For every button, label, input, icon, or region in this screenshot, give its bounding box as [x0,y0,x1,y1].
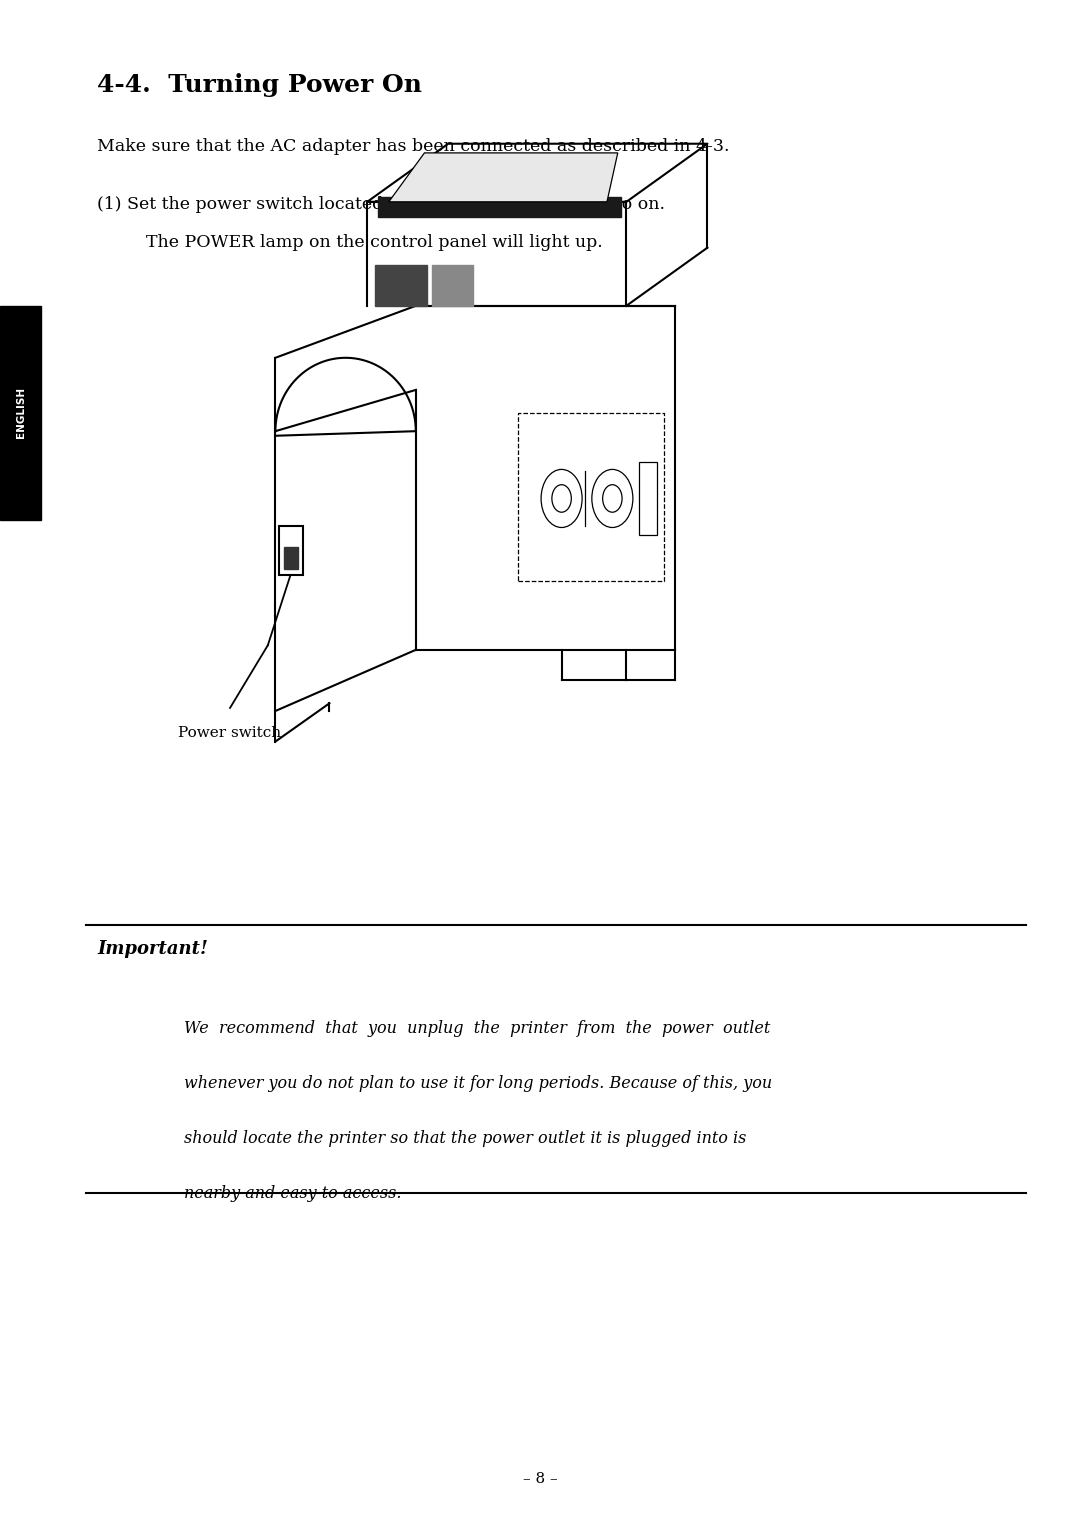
Text: (1) Set the power switch located on the side of the printer to on.: (1) Set the power switch located on the … [97,196,665,213]
Bar [375,265,427,306]
Bar [0,306,41,520]
Bar [279,526,303,575]
Text: ENGLISH: ENGLISH [15,387,26,439]
Text: Make sure that the AC adapter has been connected as described in 4-3.: Make sure that the AC adapter has been c… [97,138,730,154]
Text: Power switch: Power switch [178,726,281,740]
Text: – 8 –: – 8 – [523,1472,557,1486]
Text: whenever you do not plan to use it for long periods. Because of this, you: whenever you do not plan to use it for l… [184,1075,772,1092]
Bar [432,265,473,306]
Text: The POWER lamp on the control panel will light up.: The POWER lamp on the control panel will… [146,234,603,251]
Bar [378,197,621,217]
Text: 4-4.  Turning Power On: 4-4. Turning Power On [97,73,422,98]
Text: nearby and easy to access.: nearby and easy to access. [184,1185,401,1202]
Text: Important!: Important! [97,940,208,959]
Polygon shape [389,153,618,202]
Text: should locate the printer so that the power outlet it is plugged into is: should locate the printer so that the po… [184,1130,746,1147]
Text: We  recommend  that  you  unplug  the  printer  from  the  power  outlet: We recommend that you unplug the printer… [184,1020,770,1037]
Bar [639,462,657,535]
Bar [284,547,298,569]
